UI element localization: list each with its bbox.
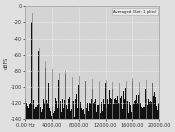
Y-axis label: dBFS: dBFS [4,57,9,69]
Text: Averaged (Set: 1 pkts): Averaged (Set: 1 pkts) [113,10,156,14]
